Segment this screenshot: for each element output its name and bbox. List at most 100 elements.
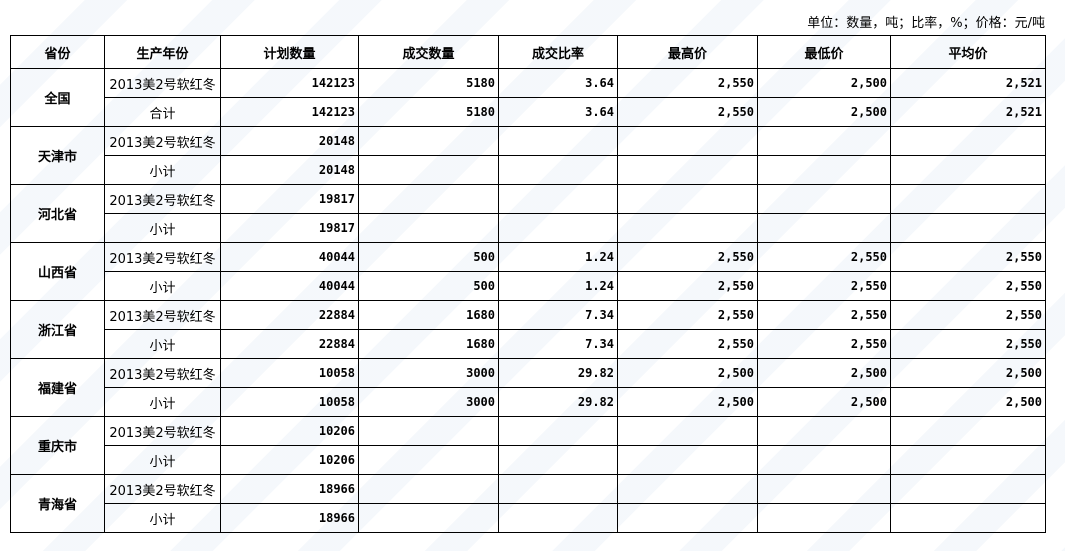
- min-cell: [757, 474, 891, 504]
- table-row: 小计 10206: [11, 445, 1046, 475]
- plan-cell: 20148: [220, 155, 359, 185]
- plan-cell: 18966: [220, 474, 359, 504]
- year-cell: 小计: [104, 155, 221, 185]
- column-header: 省份: [10, 35, 105, 69]
- year-cell: 小计: [104, 503, 221, 533]
- deal-cell: 500: [358, 271, 499, 301]
- avg-cell: [890, 445, 1046, 475]
- deal-cell: [358, 213, 499, 243]
- year-cell: 2013美2号软红冬: [104, 474, 221, 504]
- ratio-cell: [498, 126, 618, 156]
- max-cell: [617, 155, 758, 185]
- unit-note: 单位：数量，吨；比率，%；价格：元/吨: [807, 16, 1045, 31]
- min-cell: [757, 184, 891, 214]
- year-cell: 2013美2号软红冬: [104, 68, 221, 98]
- avg-cell: 2,521: [890, 68, 1046, 98]
- column-header: 成交比率: [498, 35, 618, 69]
- table-row: 河北省 2013美2号软红冬 19817: [10, 184, 1046, 243]
- min-cell: [757, 416, 891, 446]
- min-cell: 2,550: [757, 300, 891, 330]
- table-row: 全国 2013美2号软红冬 142123 5180 3.64 2,550 2,500 2,52…: [10, 68, 1046, 127]
- avg-cell: [890, 474, 1046, 504]
- min-cell: 2,500: [757, 97, 891, 127]
- ratio-cell: 7.34: [498, 329, 618, 359]
- max-cell: 2,550: [617, 68, 758, 98]
- deal-cell: [358, 126, 499, 156]
- max-cell: 2,550: [617, 97, 758, 127]
- avg-cell: 2,550: [890, 242, 1046, 272]
- max-cell: 2,500: [617, 358, 758, 388]
- deal-cell: 3000: [358, 387, 499, 417]
- plan-cell: 142123: [220, 97, 359, 127]
- ratio-cell: [498, 213, 618, 243]
- deal-cell: 5180: [358, 68, 499, 98]
- deal-cell: 3000: [358, 358, 499, 388]
- deal-cell: 1680: [358, 300, 499, 330]
- avg-cell: 2,500: [890, 387, 1046, 417]
- province-cell: 山西省: [10, 242, 105, 301]
- year-cell: 小计: [104, 387, 221, 417]
- column-header: 最低价: [757, 35, 891, 69]
- table-row: 福建省 2013美2号软红冬 10058 3000 29.82 2,500 2,500 2,5…: [10, 358, 1046, 417]
- max-cell: 2,550: [617, 300, 758, 330]
- avg-cell: 2,550: [890, 271, 1046, 301]
- year-cell: 小计: [104, 329, 221, 359]
- province-cell: 青海省: [10, 474, 105, 533]
- min-cell: 2,550: [757, 329, 891, 359]
- plan-cell: 10058: [220, 387, 359, 417]
- min-cell: [757, 155, 891, 185]
- table-row: 小计 18966: [11, 503, 1046, 533]
- province-cell: 全国: [10, 68, 105, 127]
- auction-results-table: 省份 生产年份 计划数量 成交数量 成交比率 最高价 最低价 平均价 全国 2013美2号软红冬…: [10, 35, 1046, 533]
- ratio-cell: 1.24: [498, 271, 618, 301]
- table-row: 小计 20148: [11, 155, 1046, 185]
- plan-cell: 40044: [220, 242, 359, 272]
- ratio-cell: 29.82: [498, 358, 618, 388]
- column-header: 计划数量: [220, 35, 359, 69]
- max-cell: [617, 213, 758, 243]
- max-cell: [617, 474, 758, 504]
- year-cell: 合计: [104, 97, 221, 127]
- deal-cell: [358, 155, 499, 185]
- ratio-cell: [498, 445, 618, 475]
- plan-cell: 22884: [220, 300, 359, 330]
- deal-cell: 1680: [358, 329, 499, 359]
- table-row: 小计 10058 3000 29.82 2,500 2,500 2,500: [11, 387, 1046, 417]
- province-cell: 河北省: [10, 184, 105, 243]
- deal-cell: [358, 503, 499, 533]
- ratio-cell: [498, 155, 618, 185]
- ratio-cell: [498, 416, 618, 446]
- year-cell: 小计: [104, 445, 221, 475]
- ratio-cell: 1.24: [498, 242, 618, 272]
- province-cell: 浙江省: [10, 300, 105, 359]
- deal-cell: 5180: [358, 97, 499, 127]
- year-cell: 2013美2号软红冬: [104, 184, 221, 214]
- max-cell: 2,550: [617, 271, 758, 301]
- column-header: 生产年份: [104, 35, 221, 69]
- table-row: 小计 40044 500 1.24 2,550 2,550 2,550: [11, 271, 1046, 301]
- avg-cell: 2,521: [890, 97, 1046, 127]
- ratio-cell: 3.64: [498, 97, 618, 127]
- year-cell: 2013美2号软红冬: [104, 300, 221, 330]
- ratio-cell: [498, 503, 618, 533]
- table-row: 天津市 2013美2号软红冬 20148: [10, 126, 1046, 185]
- table-row: 合计 142123 5180 3.64 2,550 2,500 2,521: [11, 97, 1046, 127]
- max-cell: [617, 416, 758, 446]
- year-cell: 2013美2号软红冬: [104, 358, 221, 388]
- table-row: 浙江省 2013美2号软红冬 22884 1680 7.34 2,550 2,550 2,55…: [10, 300, 1046, 359]
- deal-cell: [358, 445, 499, 475]
- avg-cell: [890, 503, 1046, 533]
- ratio-cell: [498, 474, 618, 504]
- table-row: 青海省 2013美2号软红冬 18966: [10, 474, 1046, 533]
- column-header: 最高价: [617, 35, 758, 69]
- min-cell: 2,500: [757, 387, 891, 417]
- column-header: 成交数量: [358, 35, 499, 69]
- table-body: 全国 2013美2号软红冬 142123 5180 3.64 2,550 2,500 2,52…: [10, 68, 1046, 533]
- year-cell: 2013美2号软红冬: [104, 416, 221, 446]
- max-cell: [617, 126, 758, 156]
- min-cell: 2,550: [757, 242, 891, 272]
- max-cell: 2,550: [617, 329, 758, 359]
- max-cell: 2,500: [617, 387, 758, 417]
- province-cell: 天津市: [10, 126, 105, 185]
- plan-cell: 40044: [220, 271, 359, 301]
